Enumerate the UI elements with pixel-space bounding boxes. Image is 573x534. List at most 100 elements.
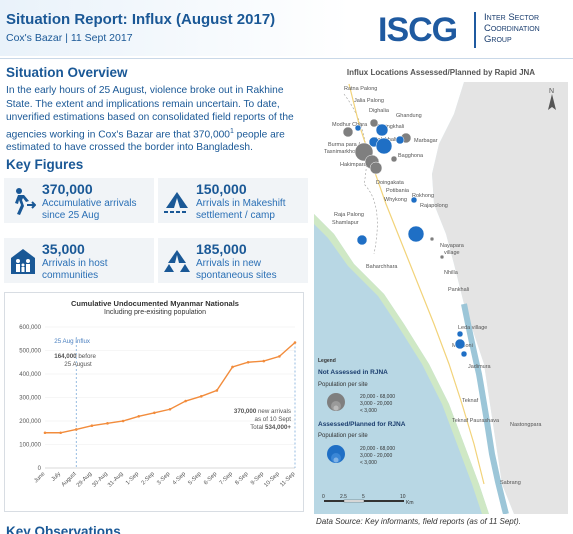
label-jadimura: Jadimura <box>468 364 492 370</box>
key-figures-title: Key Figures <box>6 157 84 172</box>
site-marker <box>356 234 368 246</box>
legend-size-5: 3,000 - 20,000 <box>360 453 392 459</box>
site-marker <box>354 124 362 132</box>
tent-icon <box>164 192 188 213</box>
legend-title: Legend <box>318 358 336 364</box>
data-point <box>137 415 141 418</box>
label-jalia: Jalia Palong <box>354 98 384 104</box>
legend-size-2: 3,000 - 20,000 <box>360 401 392 407</box>
label-shamlapur-2: Shamlapur <box>332 220 359 226</box>
x-tick-label: 6-Sep <box>203 471 218 486</box>
y-tick-label: 200,000 <box>19 419 41 425</box>
legend-size-6: < 3,000 <box>360 460 377 466</box>
site-marker <box>375 137 393 155</box>
data-point <box>74 428 78 431</box>
influx-map: Influx Locations Assessed/Planned by Rap… <box>314 64 568 514</box>
site-marker <box>369 161 383 175</box>
total-annotation-value: 534,000+ <box>265 424 291 431</box>
scale-unit: Km <box>406 500 414 506</box>
overview-text-end: people are estimated to have crossed the… <box>6 128 285 154</box>
report-header: Situation Report: Influx (August 2017) C… <box>0 0 573 56</box>
site-marker <box>429 236 435 242</box>
label-shamlapur: Raja Palong <box>334 212 364 218</box>
data-point <box>293 341 297 344</box>
site-marker <box>439 254 445 260</box>
tents-icon <box>164 250 190 272</box>
legend-size-3: < 3,000 <box>360 408 377 414</box>
report-subtitle: Cox's Bazar | 11 Sept 2017 <box>6 32 133 44</box>
x-tick-label: 4-Sep <box>172 471 187 486</box>
label-ratna: Ratna Palong <box>344 86 377 92</box>
site-marker <box>454 338 466 350</box>
key-figure-number: 370,000 <box>42 181 93 197</box>
new-arrivals-date: as of 10 Sept <box>255 416 292 423</box>
label-potibania: Potibania <box>386 188 410 194</box>
y-tick-label: 400,000 <box>19 372 41 378</box>
bangladesh-land <box>314 82 514 514</box>
legend-pop-label-2: Population per site <box>318 433 368 439</box>
label-baharchhara: Baharchhara <box>366 264 398 270</box>
new-arrivals-value: 370,000 <box>234 408 257 415</box>
x-tick-label: August <box>61 471 78 488</box>
cumulative-chart: Cumulative Undocumented Myanmar National… <box>4 292 304 512</box>
legend-not-assessed: Not Assessed in RJNA <box>318 369 388 376</box>
site-marker <box>369 118 379 128</box>
scale-1: 2.5 <box>340 494 347 500</box>
x-tick-label: July <box>51 471 63 483</box>
label-sabrang: Sabrang <box>500 480 521 486</box>
key-figure-number: 185,000 <box>196 241 247 257</box>
label-leda: Leda village <box>458 325 487 331</box>
label-bagghona: Bagghona <box>398 153 424 159</box>
site-marker <box>375 123 389 137</box>
label-village: village <box>444 250 460 256</box>
key-figure-number: 150,000 <box>196 181 247 197</box>
site-marker <box>407 225 425 243</box>
y-tick-label: 0 <box>38 466 42 472</box>
site-marker <box>390 155 398 163</box>
label-modhur: Modhur Chara <box>332 122 368 128</box>
overview-text-main: In the early hours of 25 August, violenc… <box>6 85 294 140</box>
site-marker <box>342 126 354 138</box>
x-tick-label: 2-Sep <box>141 471 156 486</box>
x-tick-label: 8-Sep <box>234 471 249 486</box>
new-arrivals-annotation: 370,000 new arrivals <box>234 408 291 415</box>
scale-2: 5 <box>362 494 365 500</box>
key-figure-card-makeshift: 150,000 Arrivals in Makeshift settlement… <box>158 178 308 223</box>
label-hakimpara: Hakimpara <box>340 162 368 168</box>
data-point <box>59 431 62 435</box>
key-figure-label: Arrivals in Makeshift settlement / camp <box>196 198 286 221</box>
x-tick-label: 10-Sep <box>263 471 280 488</box>
label-marbagar: Marbagar <box>414 138 438 144</box>
chart-plot: 0 100,000 200,000 300,000 400,000 500,000 600,… <box>19 325 297 489</box>
y-tick-label: 500,000 <box>19 349 41 355</box>
scale-0: 0 <box>322 494 325 500</box>
map-source: Data Source: Key informants, field repor… <box>316 517 521 526</box>
label-rokhong: Rokhong <box>412 193 434 199</box>
legend-size-4: 20,000 - 68,000 <box>360 446 395 452</box>
walking-person-icon <box>15 188 36 215</box>
chart-title: Cumulative Undocumented Myanmar National… <box>71 299 239 308</box>
north-label: N <box>549 88 554 95</box>
site-marker <box>410 196 418 204</box>
data-point <box>199 395 203 398</box>
total-annotation: Total 534,000+ <box>250 424 291 431</box>
data-point <box>153 411 156 415</box>
scale-3: 10 <box>400 494 406 500</box>
label-dighalia: Dighalia <box>369 108 390 114</box>
data-point <box>121 419 125 423</box>
new-arrivals-text: new arrivals <box>256 408 291 415</box>
y-tick-label: 300,000 <box>19 396 41 402</box>
key-figure-label: Accumulative arrivals since 25 Aug <box>42 198 137 221</box>
label-ghandung: Ghandung <box>396 113 422 119</box>
key-figure-card-spontaneous: 185,000 Arrivals in new spontaneous site… <box>158 238 308 283</box>
label-whykong: Whykong <box>384 197 407 203</box>
logo-wordmark: ISCG <box>378 11 458 49</box>
x-tick-label: 29-Aug <box>76 471 93 488</box>
north-arrow-icon: N <box>548 88 556 110</box>
chart-subtitle: Including pre-exisiting population <box>104 309 206 316</box>
data-point <box>262 359 266 363</box>
header-background <box>0 0 350 56</box>
x-tick-label: 7-Sep <box>219 471 234 486</box>
before-annotation-value: 164,000 <box>54 353 77 360</box>
label-thaingkhali: Thaingkhali <box>376 124 404 130</box>
